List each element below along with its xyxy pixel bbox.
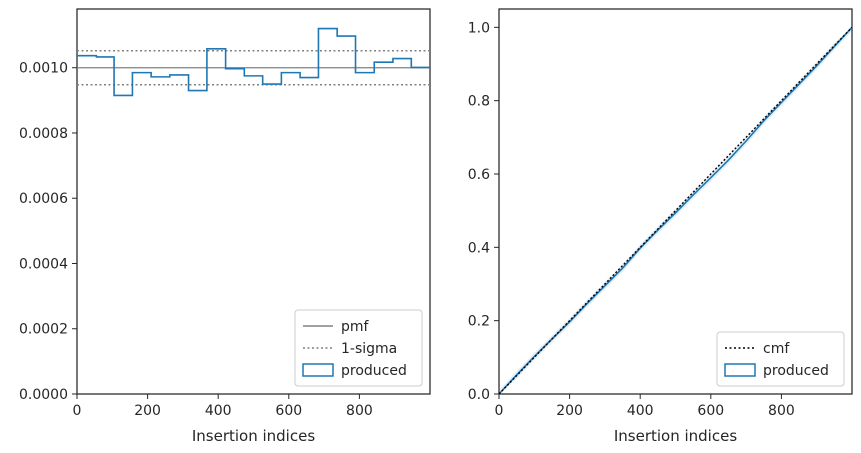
left-legend: pmf 1-sigma produced bbox=[294, 309, 423, 387]
legend-label-pmf: pmf bbox=[341, 319, 370, 335]
right-y-ticks: 0.0 0.2 0.4 0.6 0.8 1.0 bbox=[468, 20, 499, 403]
y-tick-label: 0.0008 bbox=[19, 126, 68, 142]
produced-histogram-step bbox=[77, 27, 430, 97]
x-tick-label: 400 bbox=[627, 403, 654, 419]
right-plot-frame bbox=[498, 8, 853, 395]
x-tick-label: 800 bbox=[768, 403, 795, 419]
x-tick-label: 800 bbox=[346, 403, 373, 419]
right-panel: 0.0 0.2 0.4 0.6 0.8 1.0 0 200 400 600 800 Inserti… bbox=[468, 8, 853, 445]
y-tick-label: 0.0 bbox=[468, 387, 490, 403]
y-tick-label: 1.0 bbox=[468, 20, 490, 36]
x-tick-label: 600 bbox=[697, 403, 724, 419]
legend-label-produced: produced bbox=[341, 363, 407, 379]
left-x-axis-label: Insertion indices bbox=[192, 427, 315, 445]
left-plot-frame bbox=[76, 8, 431, 395]
left-panel: 0.0000 0.0002 0.0004 0.0006 0.0008 0.0010 0 20… bbox=[19, 8, 431, 445]
x-tick-label: 0 bbox=[73, 403, 82, 419]
legend-label-1-sigma: 1-sigma bbox=[341, 341, 397, 357]
y-tick-label: 0.2 bbox=[468, 314, 490, 330]
legend-swatch-produced bbox=[302, 363, 334, 377]
right-x-axis-label: Insertion indices bbox=[614, 427, 737, 445]
x-tick-label: 200 bbox=[556, 403, 583, 419]
legend-frame bbox=[294, 309, 423, 387]
x-tick-label: 200 bbox=[134, 403, 161, 419]
left-y-ticks: 0.0000 0.0002 0.0004 0.0006 0.0008 0.0010 bbox=[19, 61, 77, 403]
legend-frame bbox=[716, 331, 845, 387]
left-x-ticks: 0 200 400 600 800 bbox=[73, 394, 373, 419]
cmf-line bbox=[498, 26, 853, 395]
y-tick-label: 0.0010 bbox=[19, 61, 68, 77]
x-tick-label: 400 bbox=[205, 403, 232, 419]
legend-label-cmf: cmf bbox=[763, 341, 790, 357]
y-tick-label: 0.0002 bbox=[19, 322, 68, 338]
y-tick-label: 0.8 bbox=[468, 94, 490, 110]
right-legend: cmf produced bbox=[716, 331, 845, 387]
y-tick-label: 0.0000 bbox=[19, 387, 68, 403]
left-reference-lines bbox=[77, 50, 430, 86]
y-tick-label: 0.0006 bbox=[19, 191, 68, 207]
x-tick-label: 0 bbox=[495, 403, 504, 419]
x-tick-label: 600 bbox=[275, 403, 302, 419]
right-x-ticks: 0 200 400 600 800 bbox=[495, 394, 795, 419]
y-tick-label: 0.0004 bbox=[19, 256, 68, 272]
legend-label-produced: produced bbox=[763, 363, 829, 379]
left-histogram bbox=[77, 27, 430, 97]
y-tick-label: 0.6 bbox=[468, 167, 490, 183]
y-tick-label: 0.4 bbox=[468, 240, 490, 256]
legend-swatch-produced bbox=[724, 363, 756, 377]
right-series bbox=[498, 26, 853, 395]
